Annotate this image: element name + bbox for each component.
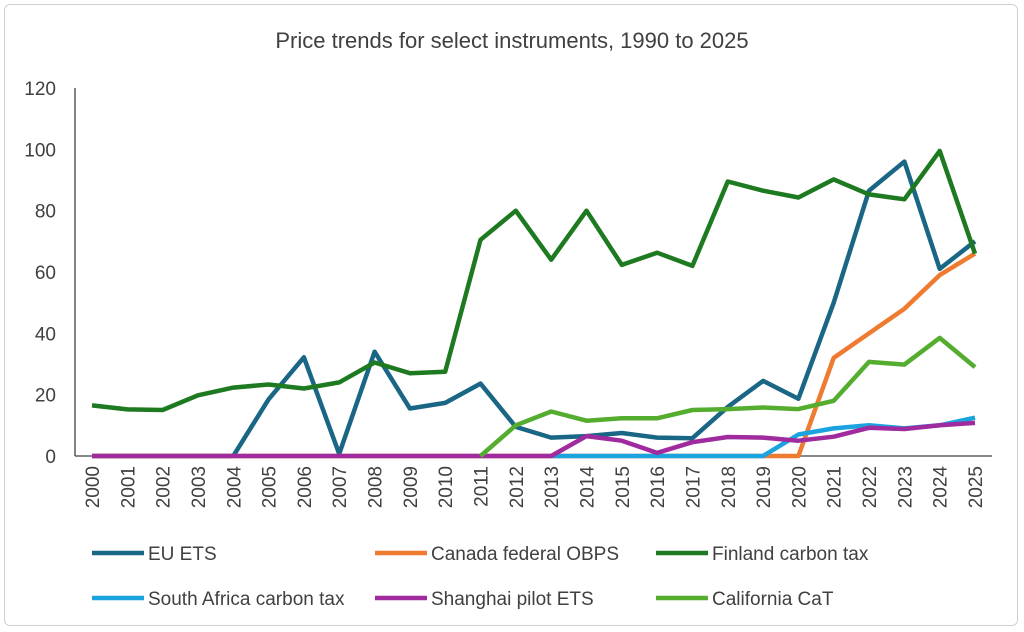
x-tick-label: 2021 bbox=[825, 466, 846, 508]
x-tick-label: 2023 bbox=[895, 466, 916, 508]
y-tick-label: 120 bbox=[24, 79, 56, 100]
x-tick-label: 2008 bbox=[366, 466, 387, 508]
x-tick-label: 2005 bbox=[260, 466, 281, 508]
legend-label: South Africa carbon tax bbox=[148, 589, 345, 610]
x-tick-label: 2022 bbox=[860, 466, 881, 508]
x-tick-label: 2016 bbox=[648, 466, 669, 508]
x-tick-label: 2020 bbox=[789, 466, 810, 508]
x-tick-label: 2024 bbox=[931, 466, 952, 509]
x-tick-label: 2006 bbox=[295, 466, 316, 508]
x-tick-label: 2013 bbox=[542, 466, 563, 508]
legend-label: Finland carbon tax bbox=[712, 544, 869, 565]
x-tick-label: 2002 bbox=[154, 466, 175, 508]
y-tick-label: 100 bbox=[24, 140, 56, 161]
x-tick-label: 2017 bbox=[683, 466, 704, 508]
legend-item: California CaT bbox=[656, 589, 834, 610]
series-line-eu-ets bbox=[92, 159, 977, 459]
legend-item: Canada federal OBPS bbox=[375, 544, 619, 565]
y-tick-label: 20 bbox=[35, 386, 56, 407]
x-tick-label: 2019 bbox=[754, 466, 775, 508]
series-line-finland-carbon-tax bbox=[91, 148, 978, 413]
y-tick-label: 80 bbox=[35, 202, 56, 223]
x-tick-label: 2018 bbox=[719, 466, 740, 508]
series-line-california-cat bbox=[479, 335, 977, 458]
x-tick-label: 2007 bbox=[330, 466, 351, 508]
legend-label: Shanghai pilot ETS bbox=[431, 589, 594, 610]
x-tick-label: 2012 bbox=[507, 466, 528, 508]
x-tick-label: 2004 bbox=[224, 466, 245, 509]
x-tick-label: 2001 bbox=[118, 466, 139, 508]
legend-item: Finland carbon tax bbox=[656, 544, 869, 565]
chart-title: Price trends for select instruments, 199… bbox=[275, 28, 748, 53]
x-tick-label: 2011 bbox=[472, 466, 493, 507]
legend-item: EU ETS bbox=[92, 544, 217, 565]
x-tick-label: 2003 bbox=[189, 466, 210, 508]
y-tick-label: 40 bbox=[35, 324, 56, 345]
x-tick-label: 2014 bbox=[577, 466, 598, 509]
x-tick-label: 2000 bbox=[83, 466, 104, 508]
legend-label: California CaT bbox=[712, 589, 834, 610]
x-tick-label: 2009 bbox=[401, 466, 422, 508]
chart-frame bbox=[4, 4, 1018, 626]
legend-item: South Africa carbon tax bbox=[92, 589, 345, 610]
x-tick-label: 2025 bbox=[966, 466, 987, 508]
legend-item: Shanghai pilot ETS bbox=[375, 589, 594, 610]
series-line-shanghai-pilot-ets bbox=[92, 420, 976, 459]
x-tick-label: 2015 bbox=[613, 466, 634, 508]
y-tick-label: 60 bbox=[35, 263, 56, 284]
y-tick-label: 0 bbox=[45, 447, 56, 468]
x-tick-label: 2010 bbox=[436, 466, 457, 508]
legend-label: Canada federal OBPS bbox=[431, 544, 619, 565]
legend-label: EU ETS bbox=[148, 544, 217, 565]
